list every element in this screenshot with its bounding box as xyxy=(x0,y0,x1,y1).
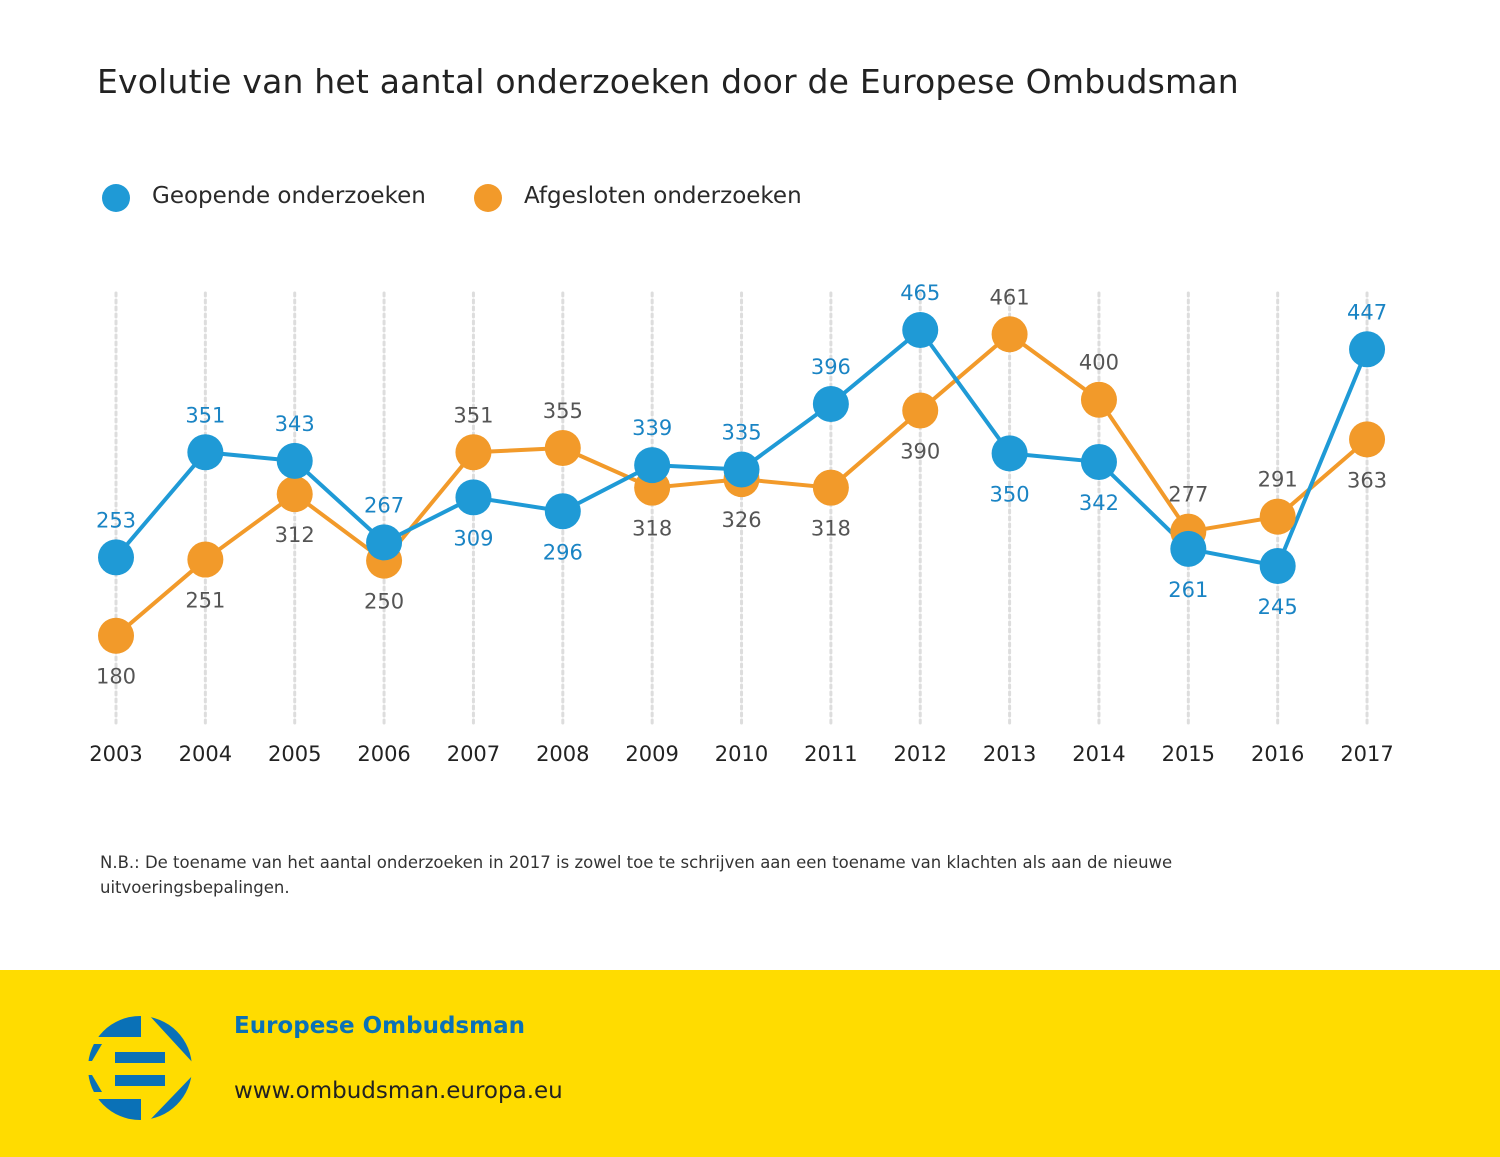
data-label-closed: 318 xyxy=(632,517,672,541)
x-tick-label: 2015 xyxy=(1162,742,1215,766)
x-tick-label: 2017 xyxy=(1340,742,1393,766)
data-label-opened: 253 xyxy=(96,508,136,532)
european-ombudsman-logo-icon xyxy=(88,1016,192,1120)
data-labels: 253 351 343 267 309 296 339 335 396 465 350 342 261 2… xyxy=(96,281,1387,689)
data-point-opened xyxy=(455,479,492,516)
data-label-closed: 312 xyxy=(275,523,315,547)
legend-dot-opened-icon xyxy=(102,184,130,212)
data-label-closed: 461 xyxy=(990,285,1030,309)
x-tick-label: 2009 xyxy=(625,742,678,766)
x-tick-label: 2004 xyxy=(179,742,232,766)
data-label-opened: 296 xyxy=(543,540,583,564)
data-point-closed xyxy=(1080,381,1117,418)
x-tick-label: 2008 xyxy=(536,742,589,766)
data-point-closed xyxy=(455,434,492,471)
data-point-opened xyxy=(98,539,134,576)
data-label-closed: 351 xyxy=(453,403,493,427)
data-point-opened xyxy=(276,442,313,479)
legend-label-opened: Geopende onderzoeken xyxy=(152,183,426,209)
data-point-opened xyxy=(1259,547,1296,584)
data-label-opened: 447 xyxy=(1347,300,1387,324)
legend-dot-closed-icon xyxy=(474,184,502,212)
data-points xyxy=(98,312,1386,654)
data-point-closed xyxy=(1349,421,1386,458)
data-point-closed xyxy=(187,541,224,578)
data-label-opened: 465 xyxy=(900,281,940,305)
data-point-opened xyxy=(544,493,581,530)
data-label-closed: 251 xyxy=(185,589,225,613)
data-label-closed: 390 xyxy=(900,439,940,463)
data-label-opened: 267 xyxy=(364,493,404,517)
data-point-opened xyxy=(366,524,403,561)
x-tick-label: 2007 xyxy=(447,742,500,766)
data-point-opened xyxy=(1349,331,1386,368)
data-point-opened xyxy=(1170,530,1207,567)
data-point-opened xyxy=(634,447,671,484)
data-label-closed: 318 xyxy=(811,517,851,541)
data-point-opened xyxy=(187,434,224,471)
chart-title: Evolutie van het aantal onderzoeken door… xyxy=(97,62,1239,101)
line-chart: 253 351 343 267 309 296 339 335 396 465 350 342 261 2… xyxy=(89,281,1393,766)
organization-name: Europese Ombudsman xyxy=(234,1013,525,1039)
data-label-opened: 309 xyxy=(453,526,493,550)
data-label-closed: 291 xyxy=(1258,468,1298,492)
data-point-opened xyxy=(723,451,760,488)
x-tick-label: 2016 xyxy=(1251,742,1304,766)
data-label-opened: 351 xyxy=(185,403,225,427)
data-label-closed: 277 xyxy=(1168,483,1208,507)
data-label-opened: 343 xyxy=(275,412,315,436)
data-point-opened xyxy=(812,386,849,423)
x-tick-label: 2003 xyxy=(89,742,142,766)
footnote: N.B.: De toename van het aantal onderzoe… xyxy=(100,853,1173,897)
footer: Europese Ombudsman www.ombudsman.europa.… xyxy=(0,970,1500,1157)
x-axis-tick-labels: 2003 2004 2005 2006 2007 2008 2009 2010 2011 2012… xyxy=(89,742,1393,766)
x-tick-label: 2006 xyxy=(357,742,410,766)
data-point-closed xyxy=(902,392,939,429)
data-label-opened: 339 xyxy=(632,416,672,440)
data-point-closed xyxy=(98,617,134,654)
data-label-opened: 335 xyxy=(721,420,761,444)
data-point-closed xyxy=(991,316,1028,353)
x-tick-label: 2013 xyxy=(983,742,1036,766)
data-point-opened xyxy=(902,312,939,348)
data-point-closed xyxy=(276,476,313,513)
x-tick-label: 2010 xyxy=(715,742,768,766)
data-label-closed: 400 xyxy=(1079,351,1119,375)
data-label-opened: 261 xyxy=(1168,578,1208,602)
legend-label-closed: Afgesloten onderzoeken xyxy=(524,183,802,209)
data-label-closed: 180 xyxy=(96,665,136,689)
x-tick-label: 2012 xyxy=(894,742,947,766)
data-label-closed: 250 xyxy=(364,590,404,614)
data-label-closed: 326 xyxy=(721,508,761,532)
data-point-closed xyxy=(544,429,581,466)
x-tick-label: 2014 xyxy=(1072,742,1125,766)
x-tick-label: 2011 xyxy=(804,742,857,766)
data-point-closed xyxy=(812,469,849,506)
data-label-opened: 245 xyxy=(1258,595,1298,619)
data-point-opened xyxy=(991,435,1028,472)
data-label-opened: 350 xyxy=(990,482,1030,506)
data-point-closed xyxy=(1259,498,1296,535)
data-label-closed: 363 xyxy=(1347,468,1387,492)
data-label-opened: 396 xyxy=(811,355,851,379)
x-tick-label: 2005 xyxy=(268,742,321,766)
website-link[interactable]: www.ombudsman.europa.eu xyxy=(234,1078,563,1104)
data-label-closed: 355 xyxy=(543,399,583,423)
data-label-opened: 342 xyxy=(1079,491,1119,515)
data-point-opened xyxy=(1080,443,1117,480)
